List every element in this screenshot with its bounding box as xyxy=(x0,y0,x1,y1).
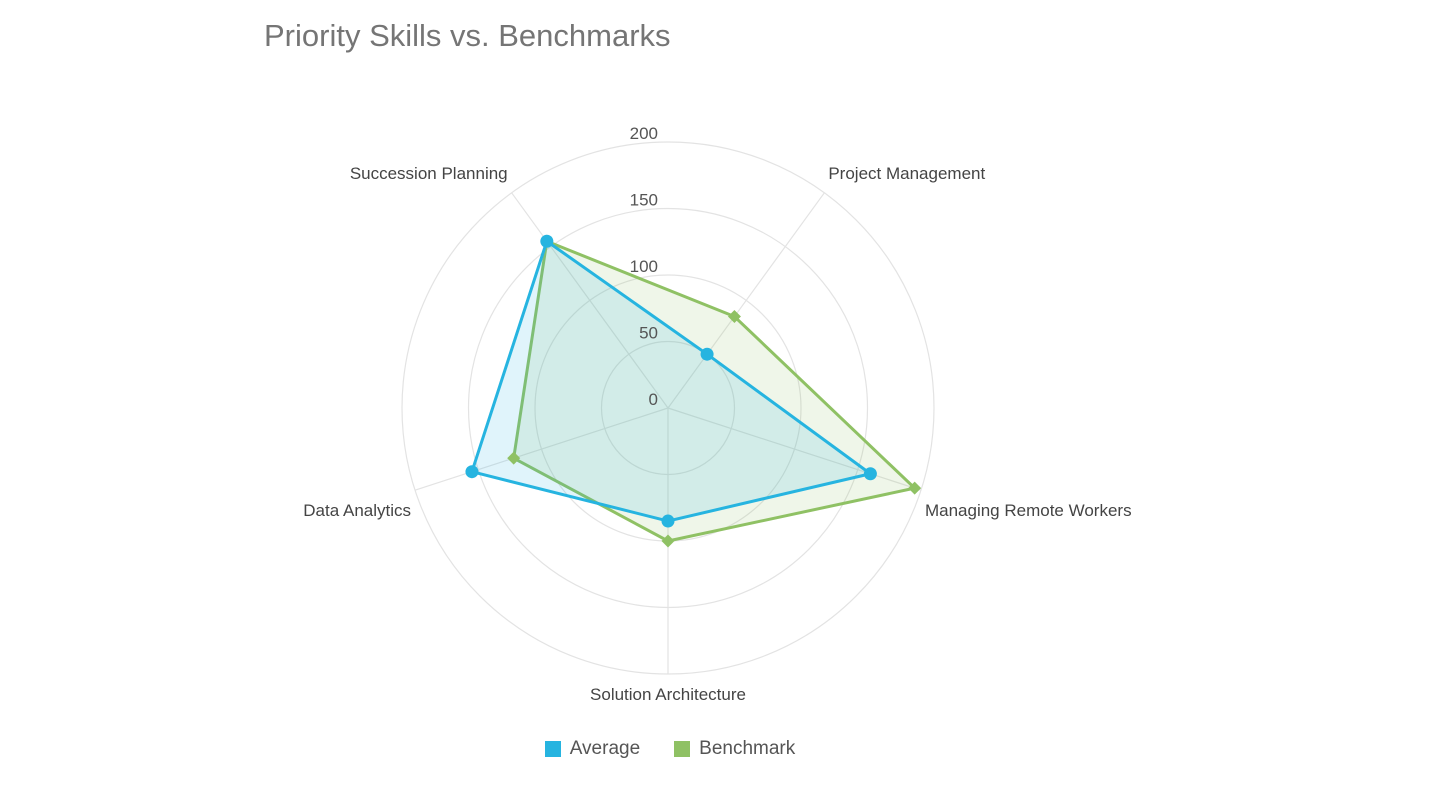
spoke-line xyxy=(667,407,922,491)
legend-item[interactable]: Average xyxy=(544,738,641,760)
category-label: Project Management xyxy=(828,164,985,183)
spoke-line xyxy=(511,192,669,409)
data-point-marker xyxy=(507,451,521,465)
legend-label: Average xyxy=(569,738,641,759)
series-area xyxy=(512,239,917,543)
legend: Average Benchmark xyxy=(0,738,1340,760)
radial-tick-label: 0 xyxy=(649,390,658,409)
data-point-marker xyxy=(727,310,741,324)
data-point-marker xyxy=(465,465,479,479)
category-label: Managing Remote Workers xyxy=(925,501,1132,520)
legend-swatch xyxy=(674,741,691,757)
radial-tick-label: 200 xyxy=(630,124,658,143)
radial-tick-label: 50 xyxy=(639,324,658,343)
category-label: Solution Architecture xyxy=(590,685,746,704)
data-point-marker xyxy=(863,467,877,481)
data-point-marker xyxy=(540,234,554,248)
legend-swatch xyxy=(544,741,561,757)
spoke-line xyxy=(667,192,825,409)
legend-label: Benchmark xyxy=(699,738,796,759)
data-point-marker xyxy=(661,514,675,528)
spoke-line xyxy=(414,407,669,491)
radial-tick-label: 100 xyxy=(630,257,658,276)
data-point-marker xyxy=(908,481,922,495)
data-point-marker xyxy=(661,534,675,548)
series-layer xyxy=(465,234,922,548)
data-point-marker xyxy=(700,347,714,361)
legend-item[interactable]: Benchmark xyxy=(674,738,795,760)
category-label: Succession Planning xyxy=(350,164,508,183)
category-label: Data Analytics xyxy=(303,501,411,520)
label-layer: 0 50 100 150 200 Project Management Managing R… xyxy=(303,124,1131,704)
series-area xyxy=(470,239,872,523)
radial-tick-label: 150 xyxy=(630,191,658,210)
chart-title: Priority Skills vs. Benchmarks xyxy=(264,18,671,53)
